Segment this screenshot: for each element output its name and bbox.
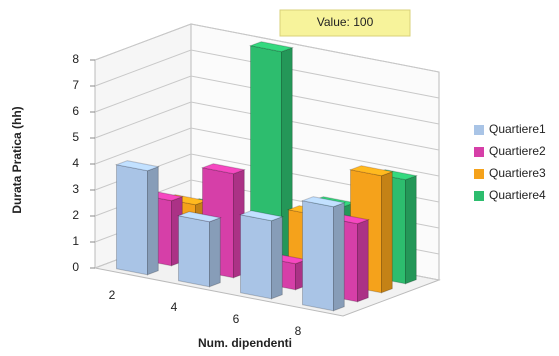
bar-top: [300, 196, 347, 208]
legend-swatch: [474, 147, 484, 157]
x-tick-label: 8: [295, 324, 302, 338]
bar-top: [348, 165, 395, 177]
bar-top: [176, 211, 223, 223]
x-tick-label: 2: [109, 288, 116, 302]
legend-label: Quartiere1: [489, 122, 546, 136]
x-tick-label: 4: [171, 300, 178, 314]
bar: [248, 41, 295, 261]
x-tick-label: 6: [233, 312, 240, 326]
bar-front: [116, 164, 148, 276]
bar-top: [200, 163, 247, 175]
tooltip-box: [279, 9, 411, 37]
y-tick-label: 0: [72, 260, 79, 274]
legend-swatch: [474, 169, 484, 179]
bar-side: [333, 201, 345, 312]
bar-front: [240, 214, 272, 300]
bar: [114, 160, 161, 276]
bar-side: [405, 174, 417, 285]
legend-swatch: [474, 191, 484, 201]
grid-line: [94, 49, 440, 99]
bar-side: [357, 218, 369, 303]
grid-line: [94, 127, 440, 177]
y-tick-label: 7: [72, 78, 79, 92]
bar: [238, 210, 285, 300]
y-tick-label: 4: [72, 156, 79, 170]
y-tick-label: 6: [72, 104, 79, 118]
bar-front: [178, 215, 210, 288]
x-axis-title: Num. dipendenti: [198, 336, 292, 350]
y-tick-label: 5: [72, 130, 79, 144]
bar-top: [248, 41, 295, 53]
legend-label: Quartiere3: [489, 166, 546, 180]
bar-top: [238, 210, 285, 222]
grid-line: [94, 23, 440, 73]
y-tick-label: 2: [72, 208, 79, 222]
grid-line: [94, 101, 440, 151]
bar: [176, 211, 223, 288]
y-tick-label: 3: [72, 182, 79, 196]
bar-side: [209, 216, 221, 288]
bar: [300, 196, 347, 312]
bar-side: [271, 215, 283, 300]
bar-side: [381, 170, 393, 294]
bar-front: [302, 200, 334, 312]
grid-line: [94, 75, 440, 125]
legend-swatch: [474, 125, 484, 135]
y-tick-label: 1: [72, 234, 79, 248]
tooltip: Value: 100: [317, 15, 374, 29]
legend-label: Quartiere2: [489, 144, 546, 158]
bar-top: [114, 160, 161, 172]
legend-label: Quartiere4: [489, 188, 546, 202]
y-tick-label: 8: [72, 52, 79, 66]
y-axis-title: Durata Pratica (hh): [10, 106, 24, 213]
bars: [114, 41, 419, 312]
bar-side: [147, 165, 159, 276]
